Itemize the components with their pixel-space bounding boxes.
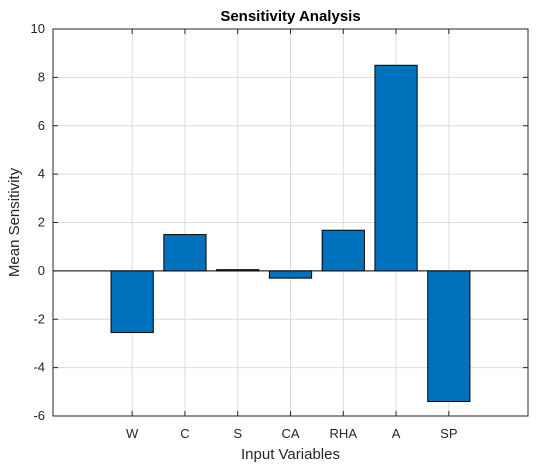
x-tick-label: SP [440,426,457,441]
bar-c [163,234,207,272]
y-tick-label: 6 [38,118,45,133]
x-tick-label: CA [281,426,299,441]
y-tick-label: 4 [38,166,45,181]
x-axis-label: Input Variables [241,446,340,463]
y-tick-label: 10 [31,21,45,36]
y-tick-label: 0 [38,263,45,278]
y-tick-label: 8 [38,69,45,84]
y-tick-label: -6 [33,408,45,423]
bar-s [216,269,260,272]
y-tick-label: -2 [33,311,45,326]
y-tick-labels: -6 -4 -2 0 2 4 6 8 10 [31,21,528,423]
x-tick-label: RHA [330,426,358,441]
bar-sp [427,270,471,402]
x-tick-label: A [392,426,401,441]
x-tick-label: W [126,426,139,441]
bar-a [374,64,418,272]
y-tick-label: 2 [38,215,45,230]
x-tick-label: C [180,426,189,441]
grid-lines [53,28,528,417]
y-tick-label: -4 [33,360,45,375]
chart-title: Sensitivity Analysis [220,8,360,25]
bar-w [110,270,154,334]
bar-ca [268,270,313,279]
x-tick-label: S [233,426,242,441]
bar-rha [321,229,365,272]
y-axis-label: Mean Sensitivity [6,167,23,277]
x-tick-labels: W C S CA RHA A SP [126,29,458,441]
bars [110,64,471,402]
